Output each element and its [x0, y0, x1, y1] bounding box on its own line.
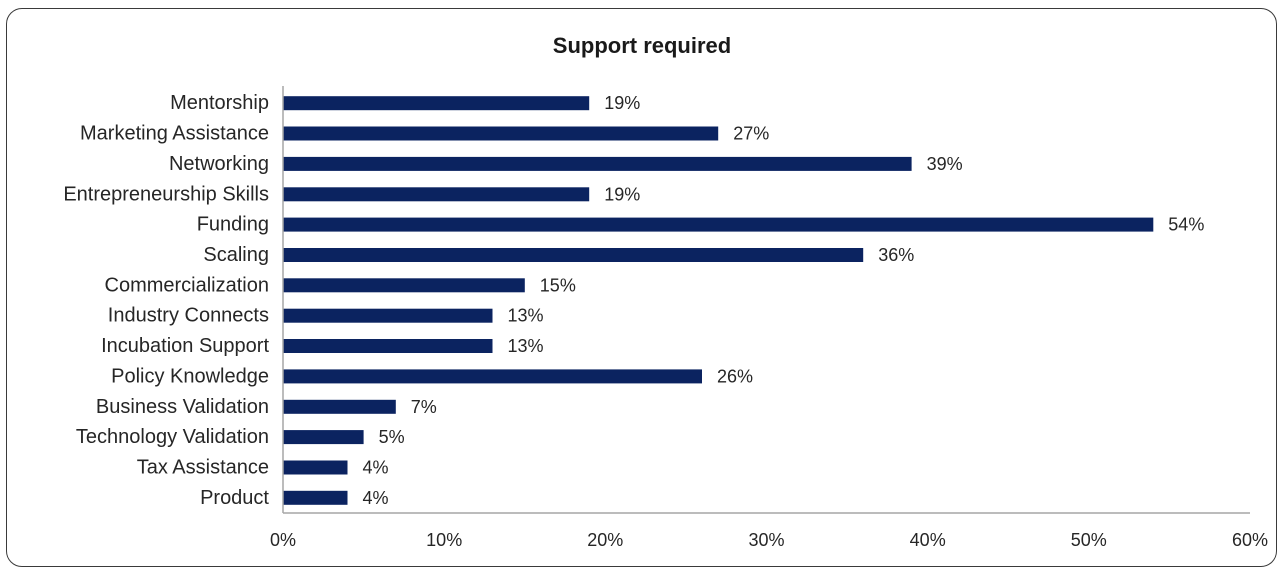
category-label: Policy Knowledge — [111, 365, 269, 387]
bar-tax-assistance — [283, 460, 348, 475]
category-label: Incubation Support — [101, 335, 269, 357]
bar-policy-knowledge — [283, 369, 702, 384]
bar-industry-connects — [283, 308, 493, 323]
category-label: Entrepreneurship Skills — [63, 183, 269, 205]
value-label: 26% — [717, 366, 753, 386]
category-label: Funding — [197, 214, 269, 236]
value-label: 13% — [508, 336, 544, 356]
value-label: 4% — [363, 488, 389, 508]
bar-marketing-assistance — [283, 126, 719, 141]
labels-layer: Mentorship 19% Marketing Assistance 27% Netw… — [63, 92, 1268, 550]
category-label: Industry Connects — [108, 305, 269, 327]
category-label: Networking — [169, 153, 269, 175]
x-tick-label: 30% — [748, 530, 784, 550]
bar-product — [283, 490, 348, 505]
category-label: Scaling — [203, 244, 269, 266]
bar-funding — [283, 217, 1154, 232]
bar-incubation-support — [283, 339, 493, 353]
category-label: Technology Validation — [76, 426, 269, 448]
chart-frame — [6, 8, 1277, 567]
category-label: Business Validation — [96, 396, 269, 418]
x-tick-label: 50% — [1071, 530, 1107, 550]
axes-layer — [282, 86, 1250, 514]
value-label: 19% — [604, 184, 640, 204]
value-label: 19% — [604, 93, 640, 113]
bar-business-validation — [283, 399, 396, 414]
value-label: 5% — [379, 427, 405, 447]
value-label: 54% — [1168, 215, 1204, 235]
chart-title: Support required — [552, 33, 732, 58]
bar-commercialization — [283, 278, 525, 293]
value-label: 27% — [733, 124, 769, 144]
value-label: 36% — [878, 245, 914, 265]
x-tick-label: 40% — [910, 530, 946, 550]
value-label: 13% — [508, 306, 544, 326]
x-tick-label: 0% — [270, 530, 296, 550]
bar-networking — [283, 156, 912, 171]
value-label: 7% — [411, 397, 437, 417]
category-label: Product — [200, 487, 269, 509]
category-label: Mentorship — [170, 92, 269, 114]
x-tick-label: 60% — [1232, 530, 1268, 550]
value-label: 4% — [363, 458, 389, 478]
bar-scaling — [283, 248, 864, 262]
bars-layer — [283, 96, 1154, 505]
value-label: 39% — [927, 154, 963, 174]
bar-entrepreneurship-skills — [283, 187, 590, 202]
category-label: Tax Assistance — [137, 457, 269, 479]
value-label: 15% — [540, 275, 576, 295]
bar-technology-validation — [283, 430, 364, 445]
category-label: Marketing Assistance — [80, 123, 269, 145]
x-tick-label: 10% — [426, 530, 462, 550]
x-tick-label: 20% — [587, 530, 623, 550]
category-label: Commercialization — [105, 274, 270, 296]
bar-mentorship — [283, 96, 590, 111]
